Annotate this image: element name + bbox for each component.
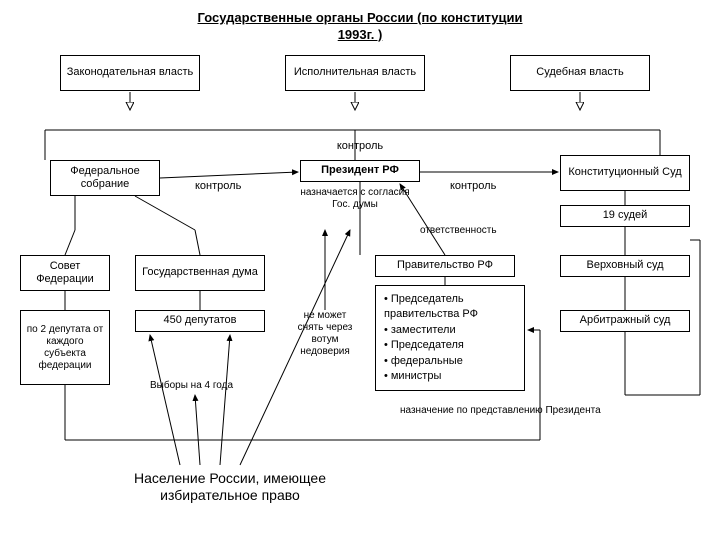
title-line1: Государственные органы России (по консти… bbox=[198, 10, 523, 25]
federal-assembly-box: Федеральное собрание bbox=[50, 160, 160, 196]
judicial-box: Судебная власть bbox=[510, 55, 650, 91]
executive-box: Исполнительная власть bbox=[285, 55, 425, 91]
arbitration-box: Арбитражный суд bbox=[560, 310, 690, 332]
gov-item-1: заместители bbox=[384, 323, 516, 338]
deputies450-box: 450 депутатов bbox=[135, 310, 265, 332]
const-court-box: Конституционный Суд bbox=[560, 155, 690, 191]
no-dismiss-label: не может снять через вотум недоверия bbox=[290, 310, 360, 358]
government-box: Правительство РФ bbox=[375, 255, 515, 277]
appointed-label: назначается с согласия Гос. думы bbox=[300, 187, 410, 211]
supreme-court-box: Верховный суд bbox=[560, 255, 690, 277]
state-duma-box: Государственная дума bbox=[135, 255, 265, 291]
control-left-label: контроль bbox=[195, 180, 241, 193]
elections-label: Выборы на 4 года bbox=[150, 380, 233, 392]
gov-item-0: Председатель правительства РФ bbox=[384, 292, 516, 323]
gov-item-3: федеральные bbox=[384, 354, 516, 369]
gov-item-4: министры bbox=[384, 369, 516, 384]
judges19-box: 19 судей bbox=[560, 205, 690, 227]
president-box: Президент РФ bbox=[300, 160, 420, 182]
control-right-label: контроль bbox=[450, 180, 496, 193]
population-label: Население России, имеющее избирательное … bbox=[100, 470, 360, 504]
diagram-title: Государственные органы России (по консти… bbox=[0, 10, 720, 44]
fed-council-box: Совет Федерации bbox=[20, 255, 110, 291]
gov-item-2: Председателя bbox=[384, 338, 516, 353]
responsibility-label: ответственность bbox=[420, 225, 497, 237]
title-line2: 1993г. ) bbox=[338, 27, 383, 42]
legislative-box: Законодательная власть bbox=[60, 55, 200, 91]
control-top-label: контроль bbox=[320, 140, 400, 153]
by-president-label: назначение по представлению Президента bbox=[400, 405, 601, 417]
gov-composition-box: Председатель правительства РФ заместител… bbox=[375, 285, 525, 391]
two-deputies-box: по 2 депутата от каждого субъекта федера… bbox=[20, 310, 110, 385]
